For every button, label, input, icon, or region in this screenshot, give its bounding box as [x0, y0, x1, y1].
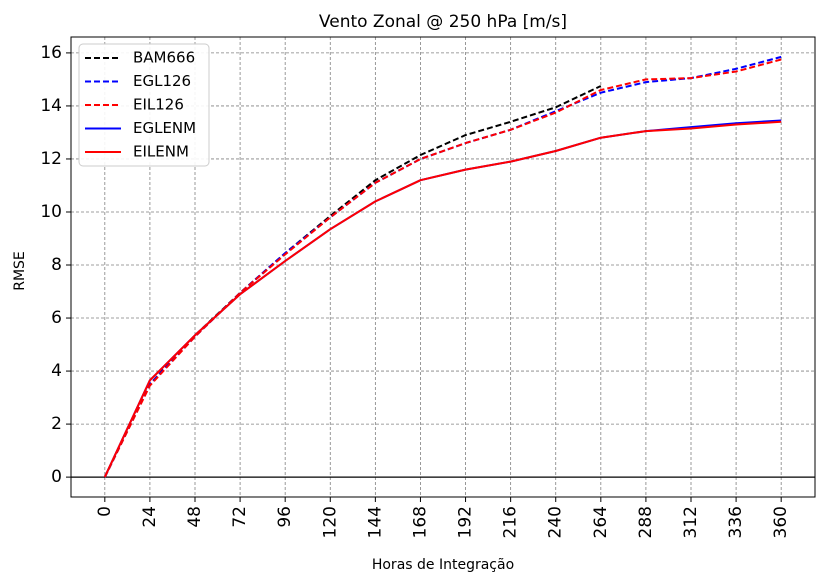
x-tick-label: 0 [95, 506, 115, 517]
x-tick-label: 168 [410, 506, 430, 538]
x-axis-ticks: 0 24 48 72 96 120 144 168 192 216 240 264 288 312 336 3… [95, 497, 791, 538]
x-tick-label: 120 [320, 506, 340, 538]
y-tick-label: 2 [51, 414, 62, 434]
x-tick-label: 360 [771, 506, 791, 538]
x-tick-label: 48 [185, 506, 205, 528]
legend-label: EILENM [133, 143, 189, 161]
series-line-eilenm [103, 120, 782, 478]
plot-frame [70, 36, 816, 498]
x-tick-label: 96 [275, 506, 295, 528]
y-tick-label: 0 [51, 467, 62, 487]
x-tick-label: 24 [140, 506, 160, 528]
y-tick-label: 6 [51, 308, 62, 328]
x-tick-label: 288 [636, 506, 656, 538]
x-tick-label: 192 [456, 506, 476, 538]
y-tick-label: 14 [40, 96, 62, 116]
y-tick-label: 8 [51, 255, 62, 275]
legend-label: EIL126 [133, 96, 184, 114]
legend-label: EGL126 [133, 72, 191, 90]
x-tick-label: 72 [230, 506, 250, 528]
legend-label: BAM666 [133, 49, 195, 67]
y-tick-label: 10 [40, 202, 62, 222]
x-tick-label: 312 [681, 506, 701, 538]
x-tick-label: 336 [726, 506, 746, 538]
legend-box [78, 43, 210, 167]
chart-title: Vento Zonal @ 250 hPa [m/s] [319, 12, 567, 32]
y-tick-label: 12 [40, 149, 62, 169]
y-tick-label: 4 [51, 361, 62, 381]
x-tick-label: 240 [546, 506, 566, 538]
x-tick-label: 264 [591, 506, 611, 538]
y-axis-label: RMSE [12, 251, 28, 291]
legend-label: EGLENM [133, 119, 196, 137]
x-axis-label: Horas de Integração [372, 557, 514, 573]
x-tick-label: 144 [365, 506, 385, 538]
x-tick-label: 216 [501, 506, 521, 538]
y-tick-label: 16 [40, 43, 62, 63]
series-lines [103, 55, 782, 478]
y-axis-ticks: 0 2 4 6 8 10 12 14 16 [40, 43, 71, 487]
legend: BAM666 EGL126 EIL126 EGLENM EILENM [78, 43, 210, 167]
